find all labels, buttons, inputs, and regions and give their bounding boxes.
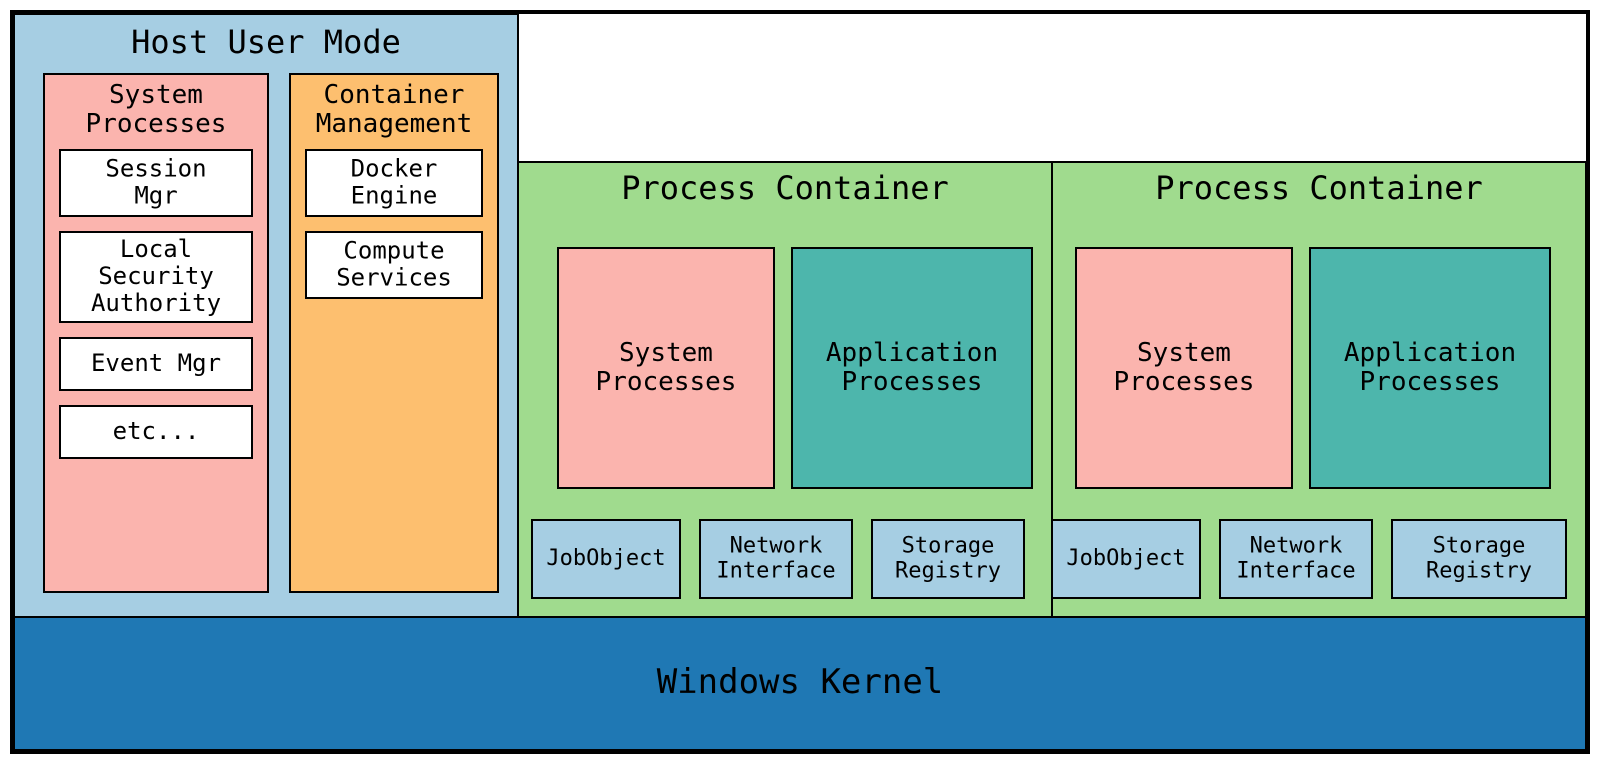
container-infra-label: JobObject [1066,546,1185,571]
svg-text:Storage: Storage [1433,534,1526,559]
svg-text:Management: Management [316,109,473,139]
svg-text:Process Container: Process Container [1155,169,1483,207]
svg-text:Network: Network [730,534,823,559]
svg-text:Processes: Processes [596,367,737,397]
windows-kernel-label: Windows Kernel [657,662,944,702]
svg-text:System: System [109,80,203,110]
application-processes-label: ApplicationProcesses [826,338,998,397]
process-container-label: Process Container [1155,169,1483,207]
application-processes-label: ApplicationProcesses [1344,338,1516,397]
svg-text:Docker: Docker [351,155,438,183]
svg-text:Engine: Engine [351,181,438,209]
svg-text:System: System [1137,338,1231,368]
host-user-mode-label: Host User Mode [131,23,401,61]
svg-text:Processes: Processes [1114,367,1255,397]
container-management-label: ContainerManagement [316,80,473,139]
svg-text:Registry: Registry [895,558,1001,583]
svg-text:Processes: Processes [86,109,227,139]
svg-text:Local: Local [120,235,192,263]
svg-text:Event Mgr: Event Mgr [91,349,221,377]
svg-text:JobObject: JobObject [546,546,665,571]
svg-text:Processes: Processes [1360,367,1501,397]
svg-text:Application: Application [826,338,998,368]
svg-text:Session: Session [105,155,206,183]
container-mgmt-item-label: ComputeServices [336,237,452,292]
system-process-item-label: etc... [113,417,200,445]
svg-text:Container: Container [324,80,465,110]
container-infra-label: NetworkInterface [1236,534,1355,584]
svg-text:JobObject: JobObject [1066,546,1185,571]
svg-text:Registry: Registry [1426,558,1532,583]
svg-text:Interface: Interface [1236,558,1355,583]
svg-text:System: System [619,338,713,368]
svg-text:Storage: Storage [902,534,995,559]
svg-text:Authority: Authority [91,289,221,317]
svg-text:etc...: etc... [113,417,200,445]
svg-text:Windows Kernel: Windows Kernel [657,662,944,702]
svg-text:Security: Security [98,262,214,290]
svg-text:Application: Application [1344,338,1516,368]
svg-text:Compute: Compute [343,237,444,265]
svg-text:Interface: Interface [716,558,835,583]
container-infra-label: JobObject [546,546,665,571]
container-infra-label: StorageRegistry [1426,534,1532,584]
system-process-item-label: Event Mgr [91,349,221,377]
svg-text:Mgr: Mgr [134,181,177,209]
svg-text:Services: Services [336,263,452,291]
container-mgmt-item-label: DockerEngine [351,155,438,210]
svg-text:Process Container: Process Container [621,169,949,207]
container-infra-label: NetworkInterface [716,534,835,584]
svg-text:Processes: Processes [842,367,983,397]
process-container-label: Process Container [621,169,949,207]
container-infra-label: StorageRegistry [895,534,1001,584]
svg-text:Network: Network [1250,534,1343,559]
svg-text:Host User Mode: Host User Mode [131,23,401,61]
